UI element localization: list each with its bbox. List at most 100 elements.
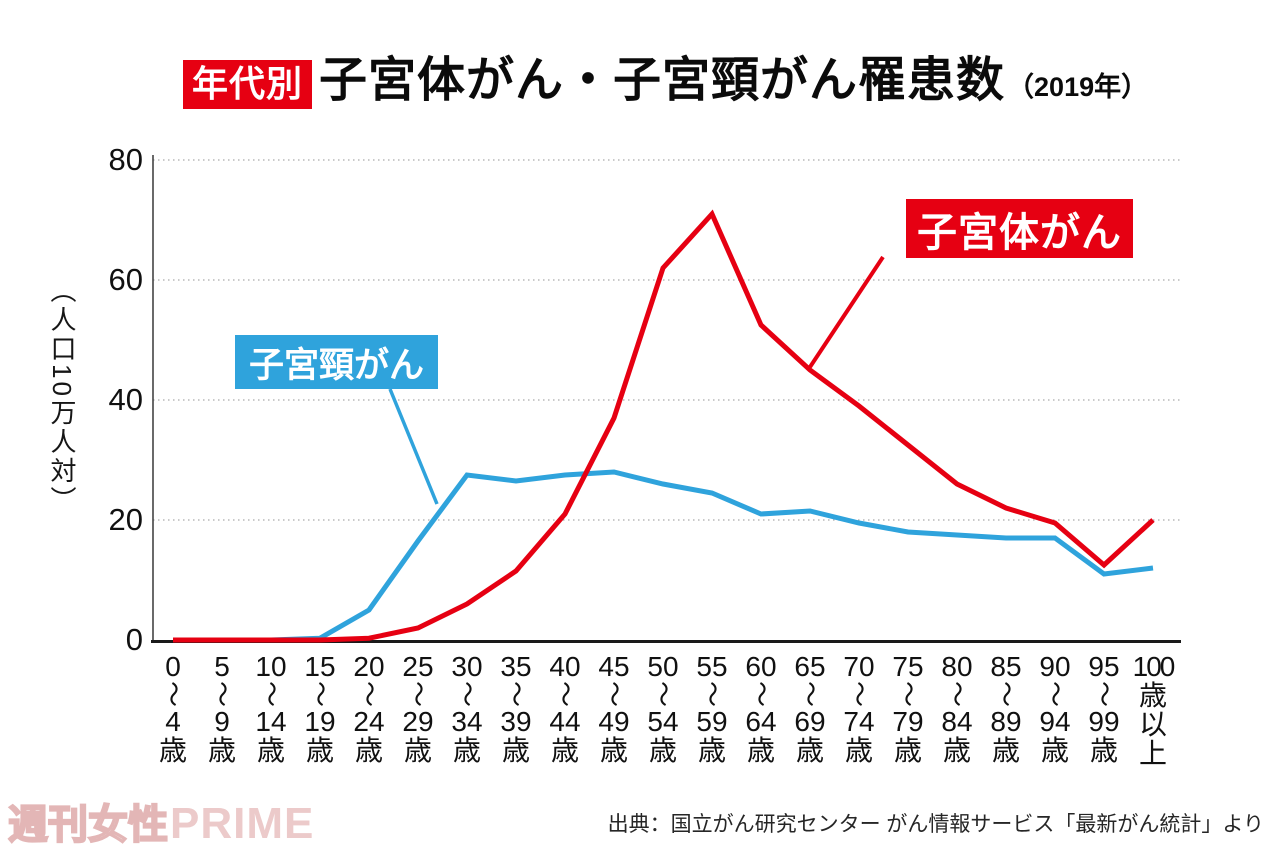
x-axis-label-part: 歳 xyxy=(844,735,873,766)
uterine-label-callout-line xyxy=(808,255,885,369)
x-axis-label: 40 〜 44 歳 xyxy=(541,652,589,765)
x-axis-label-part: 歳 xyxy=(550,735,579,766)
x-axis-label-part: 歳 xyxy=(746,735,775,766)
x-axis-label-part: 90 xyxy=(1039,651,1071,682)
cervical-cancer-series-label: 子宮頸がん xyxy=(235,335,438,389)
x-axis-label-part: 74 xyxy=(843,706,875,737)
x-axis-label-part: 歳 xyxy=(942,735,971,766)
wave-dash-glyph: 〜 xyxy=(353,680,384,708)
x-axis-label-part: 19 xyxy=(304,706,336,737)
x-axis-label: 55 〜 59 歳 xyxy=(688,652,736,765)
x-axis-label: 45 〜 49 歳 xyxy=(590,652,638,765)
x-axis-label-part: 歳 xyxy=(648,735,677,766)
wave-dash-glyph: 〜 xyxy=(549,680,580,708)
x-axis-label: 60 〜 64 歳 xyxy=(737,652,785,765)
x-axis-label: 10 〜 14 歳 xyxy=(247,652,295,765)
x-axis-label-part: 15 xyxy=(304,651,336,682)
x-axis-label-part: 65 xyxy=(794,651,826,682)
x-axis-label-part: 35 xyxy=(500,651,532,682)
x-axis-label-part: 歳 xyxy=(1040,735,1069,766)
x-axis-label-part: 10 xyxy=(255,651,287,682)
x-axis-label-part: 歳 xyxy=(599,735,628,766)
wave-dash-glyph: 〜 xyxy=(402,680,433,708)
x-axis-label-part: 歳 xyxy=(893,735,922,766)
chart-title: 子宮体がん・子宮頸がん罹患数 xyxy=(319,54,1006,107)
chart-header: 年代別 子宮体がん・子宮頸がん罹患数 （2019年） xyxy=(183,40,1148,110)
x-axis-label-part: 歳 xyxy=(158,735,187,766)
x-axis-label-part: 歳 xyxy=(207,735,236,766)
x-axis-label-part: 4 xyxy=(165,706,181,737)
wave-dash-glyph: 〜 xyxy=(304,680,335,708)
x-axis-label-part: 79 xyxy=(892,706,924,737)
x-axis-label-part: 29 xyxy=(402,706,434,737)
wave-dash-glyph: 〜 xyxy=(647,680,678,708)
x-axis-label: 65 〜 69 歳 xyxy=(786,652,834,765)
x-axis-label-part: 25 xyxy=(402,651,434,682)
x-axis-label-part: 100 xyxy=(1132,651,1176,682)
x-axis-label-part: 歳 xyxy=(501,735,530,766)
x-axis-label-part: 44 xyxy=(549,706,581,737)
x-axis-label-part: 45 xyxy=(598,651,630,682)
wave-dash-glyph: 〜 xyxy=(745,680,776,708)
x-axis-label: 90 〜 94 歳 xyxy=(1031,652,1079,765)
x-axis-label-part: 歳 xyxy=(1138,680,1167,711)
x-axis-label-part: 89 xyxy=(990,706,1022,737)
wave-dash-glyph: 〜 xyxy=(843,680,874,708)
wave-dash-glyph: 〜 xyxy=(598,680,629,708)
x-axis-label: 70 〜 74 歳 xyxy=(835,652,883,765)
y-tick-label-20: 20 xyxy=(108,502,143,537)
y-axis-unit-label: （人口10万人対） xyxy=(47,277,77,515)
x-axis-label: 25 〜 29 歳 xyxy=(394,652,442,765)
x-axis-label: 50 〜 54 歳 xyxy=(639,652,687,765)
x-axis-label-part: 64 xyxy=(745,706,777,737)
x-axis-label-part: 0 xyxy=(165,651,181,682)
x-axis-label: 15 〜 19 歳 xyxy=(296,652,344,765)
wave-dash-glyph: 〜 xyxy=(1039,680,1070,708)
era-badge: 年代別 xyxy=(183,60,313,109)
x-axis-label-part: 94 xyxy=(1039,706,1071,737)
wave-dash-glyph: 〜 xyxy=(941,680,972,708)
x-axis-label-part: 59 xyxy=(696,706,728,737)
uterine-body-cancer-series-label: 子宮体がん xyxy=(906,199,1133,258)
x-axis-label-part: 30 xyxy=(451,651,483,682)
x-axis-label-part: 69 xyxy=(794,706,826,737)
x-axis-label: 35 〜 39 歳 xyxy=(492,652,540,765)
x-axis-label-part: 9 xyxy=(214,706,230,737)
chart-year-note: （2019年） xyxy=(1007,72,1149,102)
x-axis-label-part: 歳 xyxy=(1089,735,1118,766)
series-line-uterine-body xyxy=(173,209,1155,643)
x-axis-label-part: 5 xyxy=(214,651,230,682)
y-tick-label-0: 0 xyxy=(125,622,143,657)
x-axis-label-part: 歳 xyxy=(354,735,383,766)
logo-jp-text: 週刊女性 xyxy=(7,802,169,848)
wave-dash-glyph: 〜 xyxy=(451,680,482,708)
x-axis-label-part: 24 xyxy=(353,706,385,737)
x-axis-label-part: 54 xyxy=(647,706,679,737)
x-axis-label-part: 60 xyxy=(745,651,777,682)
x-axis-label-part: 80 xyxy=(941,651,973,682)
shukan-josei-prime-logo: 週刊女性 PRIME xyxy=(7,792,314,850)
x-axis-label-part: 20 xyxy=(353,651,385,682)
x-axis-label-part: 75 xyxy=(892,651,924,682)
y-tick-label-40: 40 xyxy=(108,382,143,417)
x-axis-label-part: 55 xyxy=(696,651,728,682)
series-line-cervical xyxy=(173,469,1154,643)
x-axis-label-part: 40 xyxy=(549,651,581,682)
x-axis-label-part: 歳 xyxy=(452,735,481,766)
wave-dash-glyph: 〜 xyxy=(206,680,237,708)
x-axis-label-part: 歳 xyxy=(305,735,334,766)
y-tick-label-60: 60 xyxy=(108,262,143,297)
x-axis-label-part: 50 xyxy=(647,651,679,682)
x-axis-label-part: 歳 xyxy=(795,735,824,766)
wave-dash-glyph: 〜 xyxy=(1088,680,1119,708)
x-axis-label-part: 歳 xyxy=(403,735,432,766)
x-axis-label: 95 〜 99 歳 xyxy=(1080,652,1128,765)
x-axis-label-part: 95 xyxy=(1088,651,1120,682)
wave-dash-glyph: 〜 xyxy=(157,680,188,708)
x-axis-label-part: 99 xyxy=(1088,706,1120,737)
x-axis-label: 20 〜 24 歳 xyxy=(345,652,393,765)
x-axis-label: 5 〜 9 歳 xyxy=(198,652,246,765)
x-axis-label: 0 〜 4 歳 xyxy=(149,652,197,765)
